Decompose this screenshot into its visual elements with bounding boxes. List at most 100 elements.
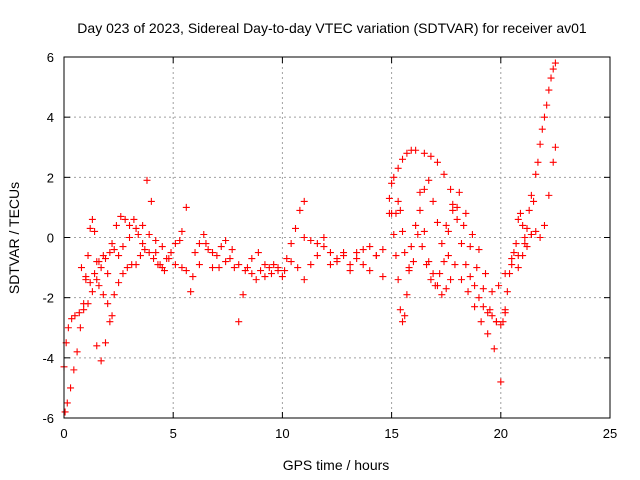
- data-point-sat-h: [429, 197, 437, 205]
- data-point-sat-b: [80, 300, 88, 308]
- data-point-sat-i: [403, 149, 411, 157]
- data-point-sat-h: [385, 194, 393, 202]
- data-point-sat-b: [99, 291, 107, 299]
- data-point-sat-k: [453, 203, 461, 211]
- data-point-sat-d: [158, 264, 166, 272]
- data-point-sat-e: [191, 249, 199, 257]
- data-point-sat-k: [420, 149, 428, 157]
- data-point-sat-n: [527, 230, 535, 238]
- data-point-sat-a: [68, 315, 76, 323]
- data-point-sat-m: [530, 197, 538, 205]
- data-point-sat-a: [115, 252, 123, 260]
- data-point-sat-i: [390, 173, 398, 181]
- x-axis-label: GPS time / hours: [283, 457, 390, 473]
- data-point-sat-f: [215, 264, 223, 272]
- data-point-sat-d: [150, 255, 158, 263]
- data-point-sat-a: [145, 230, 153, 238]
- data-point-sat-m: [532, 170, 540, 178]
- data-point-sat-j: [444, 227, 452, 235]
- data-point-sat-e: [278, 273, 286, 281]
- data-point-sat-b: [63, 399, 71, 407]
- data-point-sat-h: [497, 378, 505, 386]
- data-point-sat-d: [101, 339, 109, 347]
- x-tick-label: 15: [384, 426, 398, 441]
- data-point-sat-l: [475, 246, 483, 254]
- data-point-sat-f: [287, 258, 295, 266]
- data-point-sat-n: [519, 252, 527, 260]
- data-point-sat-j: [462, 261, 470, 269]
- x-tick-label: 5: [170, 426, 177, 441]
- data-point-sat-e: [213, 252, 221, 260]
- data-point-sat-h: [396, 306, 404, 314]
- data-point-sat-k: [433, 158, 441, 166]
- data-point-sat-e: [248, 270, 256, 278]
- data-point-sat-h: [451, 261, 459, 269]
- data-point-sat-a: [139, 221, 147, 229]
- y-tick-label: 0: [47, 231, 54, 246]
- y-tick-label: -4: [42, 351, 54, 366]
- data-point-sat-e: [283, 255, 291, 263]
- data-point-sat-l: [468, 230, 476, 238]
- data-point-sat-e: [209, 264, 217, 272]
- data-point-sat-c: [112, 221, 120, 229]
- data-point-sat-i: [442, 285, 450, 293]
- data-point-sat-a: [152, 237, 160, 245]
- data-point-sat-h: [433, 218, 441, 226]
- data-point-sat-e: [235, 318, 243, 326]
- data-point-sat-m: [514, 215, 522, 223]
- data-point-sat-m: [523, 224, 531, 232]
- data-point-sat-n: [540, 221, 548, 229]
- data-point-sat-j: [405, 264, 413, 272]
- data-point-sat-e: [296, 206, 304, 214]
- data-point-sat-j: [471, 282, 479, 290]
- data-point-sat-l: [488, 288, 496, 296]
- data-point-sat-g: [307, 237, 315, 245]
- y-tick-label: 6: [47, 50, 54, 65]
- data-point-sat-c: [121, 215, 129, 223]
- data-point-sat-f: [326, 261, 334, 269]
- data-point-sat-b: [76, 324, 84, 332]
- data-point-sat-h: [425, 176, 433, 184]
- data-point-sat-f: [359, 261, 367, 269]
- data-point-sat-f: [307, 261, 315, 269]
- data-point-sat-f: [346, 267, 354, 275]
- data-point-sat-m: [519, 221, 527, 229]
- data-point-sat-g: [372, 252, 380, 260]
- data-point-sat-j: [479, 303, 487, 311]
- data-point-sat-f: [195, 261, 203, 269]
- data-point-sat-m: [549, 65, 557, 73]
- grid: [64, 57, 610, 418]
- data-point-sat-a: [119, 243, 127, 251]
- data-point-sat-h: [444, 252, 452, 260]
- data-point-sat-f: [209, 249, 217, 257]
- data-point-sat-c: [108, 240, 116, 248]
- data-point-sat-d: [119, 270, 127, 278]
- data-point-sat-i: [416, 188, 424, 196]
- data-point-sat-b: [88, 215, 96, 223]
- data-point-sat-a: [75, 309, 83, 317]
- data-point-sat-f: [241, 267, 249, 275]
- data-point-sat-i: [388, 179, 396, 187]
- data-point-sat-k: [486, 306, 494, 314]
- data-point-sat-i: [429, 270, 437, 278]
- data-point-sat-e: [292, 224, 300, 232]
- data-point-sat-e: [204, 246, 212, 254]
- data-point-sat-a: [64, 324, 72, 332]
- data-point-sat-b: [104, 300, 112, 308]
- data-point-sat-h: [471, 303, 479, 311]
- data-point-sat-j: [414, 230, 422, 238]
- data-point-sat-e: [178, 227, 186, 235]
- data-point-sat-d: [176, 237, 184, 245]
- y-tick-label: -6: [42, 411, 54, 426]
- data-point-sat-a: [126, 234, 134, 241]
- data-point-sat-e: [257, 267, 265, 275]
- data-point-sat-m: [534, 158, 542, 166]
- data-point-sat-f: [294, 264, 302, 272]
- data-point-sat-h: [416, 206, 424, 214]
- data-point-sat-j: [401, 249, 409, 257]
- data-point-sat-h: [394, 276, 402, 284]
- data-point-sat-c: [147, 197, 155, 205]
- data-point-sat-e: [300, 197, 308, 205]
- data-point-sat-j: [449, 206, 457, 214]
- data-point-sat-m: [501, 306, 509, 314]
